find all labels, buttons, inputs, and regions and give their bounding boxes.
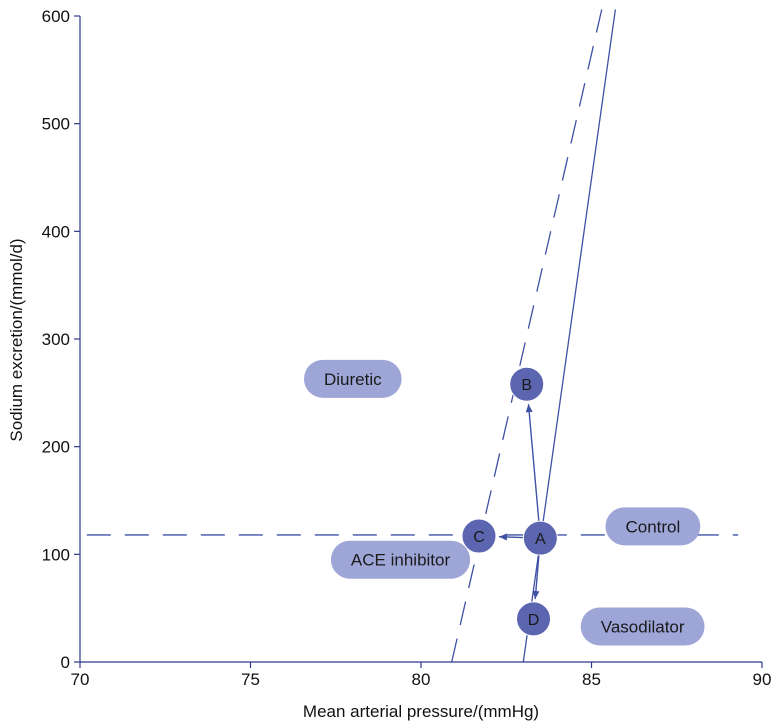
y-tick-label: 500 xyxy=(42,115,70,134)
annotation-pill xyxy=(580,607,705,646)
arrows-layer xyxy=(498,404,540,600)
point-label: D xyxy=(528,612,540,629)
solid-line-0 xyxy=(522,9,617,663)
x-axis-title: Mean arterial pressure/(mmHg) xyxy=(303,702,539,721)
y-tick-label: 400 xyxy=(42,222,70,241)
point-c: C xyxy=(461,518,497,554)
arrow-a-to-d xyxy=(532,555,540,600)
annotation-pill xyxy=(330,540,471,579)
point-d: D xyxy=(516,601,552,637)
point-label: C xyxy=(473,529,485,546)
annotation-ace-inhibitor: ACE inhibitor xyxy=(330,540,471,579)
x-tick-label: 85 xyxy=(582,670,601,689)
point-label: B xyxy=(521,377,532,394)
x-tick-label: 90 xyxy=(753,670,772,689)
y-axis-title: Sodium excretion/(mmol/d) xyxy=(7,238,26,441)
annotation-pill xyxy=(605,507,701,546)
annotation-vasodilator: Vasodilator xyxy=(580,607,705,646)
ticks-layer: 70 75 80 85 90 0 100 200 300 400 500 600 xyxy=(42,7,772,689)
x-tick-label: 80 xyxy=(412,670,431,689)
y-tick-label: 100 xyxy=(42,545,70,564)
annotation-label: Diuretic xyxy=(324,370,382,389)
point-label: A xyxy=(535,531,546,548)
x-tick-label: 70 xyxy=(71,670,90,689)
arrow-a-to-c xyxy=(498,533,524,541)
y-tick-label: 300 xyxy=(42,330,70,349)
point-a: A xyxy=(522,520,558,556)
y-tick-label: 0 xyxy=(61,653,70,672)
point-marker xyxy=(509,366,545,402)
point-marker xyxy=(461,518,497,554)
dashed-line-1 xyxy=(451,9,603,663)
point-b: B xyxy=(509,366,545,402)
point-marker xyxy=(516,601,552,637)
points-layer: A B C D xyxy=(461,366,558,637)
annotation-pill xyxy=(303,359,402,398)
arrow-a-to-b xyxy=(525,404,540,522)
annotations-layer: Diuretic Control ACE inhibitor Vasodilator xyxy=(303,359,705,646)
annotation-diuretic: Diuretic xyxy=(303,359,402,398)
y-tick-label: 600 xyxy=(42,7,70,26)
y-tick-label: 200 xyxy=(42,438,70,457)
annotation-label: Vasodilator xyxy=(601,617,685,636)
annotation-label: Control xyxy=(625,517,680,536)
x-tick-label: 75 xyxy=(241,670,260,689)
point-marker xyxy=(522,520,558,556)
annotation-control: Control xyxy=(605,507,701,546)
annotation-label: ACE inhibitor xyxy=(351,551,451,570)
